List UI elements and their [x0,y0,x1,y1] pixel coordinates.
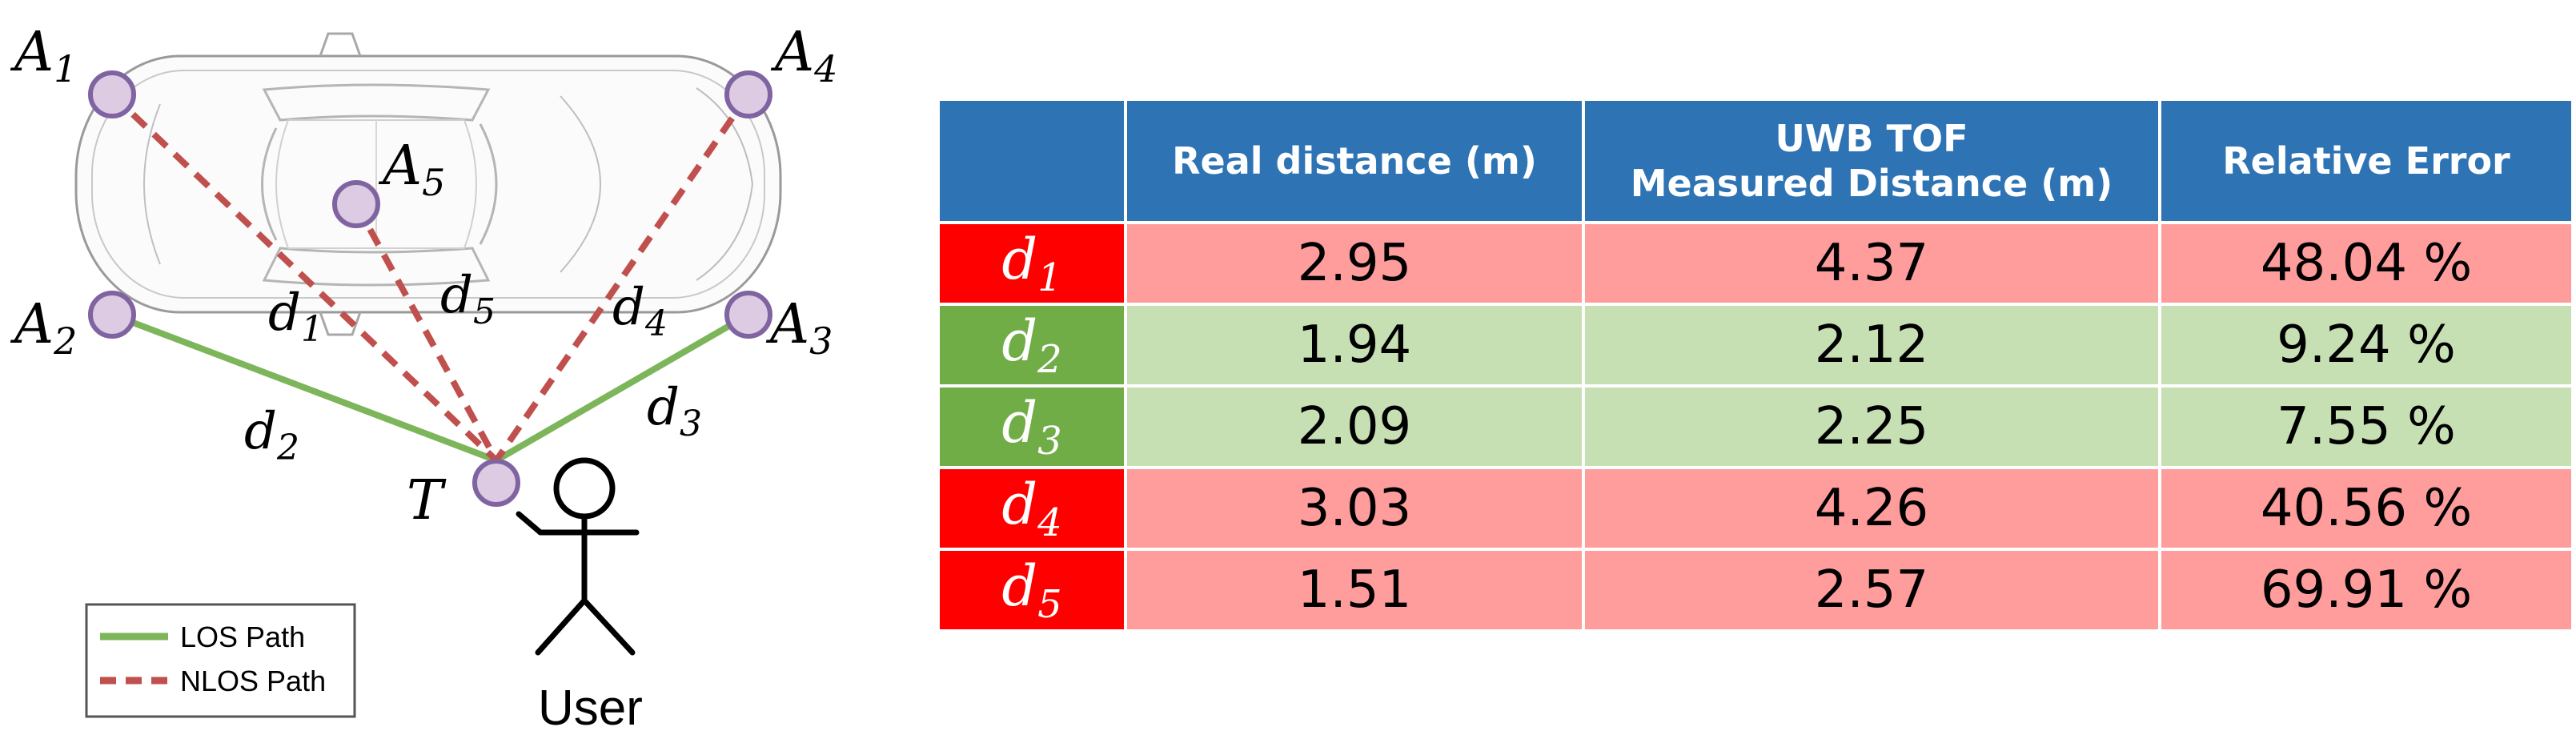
los-path-d3 [494,311,751,464]
relative-error-cell: 48.04 % [2161,224,2571,303]
row-label: d3 [940,388,1124,466]
distance-label-d5: d5 [440,266,496,332]
anchor-label-a1: A1 [10,21,77,90]
anchor-label-a2: A2 [10,293,77,363]
nlos-path-d4 [493,92,752,463]
table-row: d1 2.95 4.37 48.04 % [940,224,2571,303]
legend-nlos-label: NLOS Path [180,665,326,697]
user-figure-icon [516,457,640,656]
distance-results-table: Real distance (m) UWB TOF Measured Dista… [937,98,2574,633]
table-header-row: Real distance (m) UWB TOF Measured Dista… [940,101,2571,221]
nlos-path-d1 [110,92,499,463]
tag-label: T [407,469,447,532]
measured-distance-cell: 2.57 [1585,551,2158,629]
anchor-node-a3 [724,291,772,339]
real-distance-cell: 2.09 [1127,388,1582,466]
row-label: d5 [940,551,1124,629]
header-blank-cell [940,101,1124,221]
los-path-d2 [110,311,498,464]
measured-distance-cell: 4.37 [1585,224,2158,303]
nlos-path-d5 [353,203,500,462]
header-measured-line1: UWB TOF [1775,117,1968,160]
legend: LOS Path NLOS Path [85,603,356,718]
anchor-node-a4 [724,70,772,118]
header-real-distance: Real distance (m) [1127,101,1582,221]
measured-distance-cell: 2.25 [1585,388,2158,466]
distance-label-d2: d2 [244,402,299,468]
table-row: d3 2.09 2.25 7.55 % [940,388,2571,466]
real-distance-cell: 3.03 [1127,469,1582,548]
table-row: d5 1.51 2.57 69.91 % [940,551,2571,629]
user-label: User [538,681,643,736]
real-distance-cell: 1.94 [1127,306,1582,384]
anchor-label-a4: A4 [770,21,837,90]
distance-label-d1: d1 [268,283,323,350]
measured-distance-cell: 2.12 [1585,306,2158,384]
real-distance-cell: 1.51 [1127,551,1582,629]
relative-error-cell: 40.56 % [2161,469,2571,548]
distance-label-d3: d3 [647,378,702,444]
table-row: d4 3.03 4.26 40.56 % [940,469,2571,548]
header-relative-error: Relative Error [2161,101,2571,221]
anchor-node-a2 [88,291,136,339]
tag-node [472,459,520,507]
real-distance-cell: 2.95 [1127,224,1582,303]
row-label: d1 [940,224,1124,303]
los-paths [110,311,751,464]
relative-error-cell: 69.91 % [2161,551,2571,629]
legend-los-label: LOS Path [180,621,305,653]
relative-error-cell: 7.55 % [2161,388,2571,466]
header-measured-line2: Measured Distance (m) [1630,162,2113,205]
anchor-node-a5 [332,180,380,228]
header-measured-distance: UWB TOF Measured Distance (m) [1585,101,2158,221]
relative-error-cell: 9.24 % [2161,306,2571,384]
uwb-car-diagram: A1 A2 A3 A4 A5 T d1 d2 d3 d4 d5 User LOS… [10,21,837,736]
measured-distance-cell: 4.26 [1585,469,2158,548]
row-label: d2 [940,306,1124,384]
anchor-label-a3: A3 [765,293,833,363]
distance-label-d4: d4 [612,278,668,344]
anchor-node-a1 [88,70,136,118]
nlos-paths [110,92,752,463]
anchor-label-a5: A5 [378,135,445,204]
table-row: d2 1.94 2.12 9.24 % [940,306,2571,384]
row-label: d4 [940,469,1124,548]
car-outline [74,32,782,336]
